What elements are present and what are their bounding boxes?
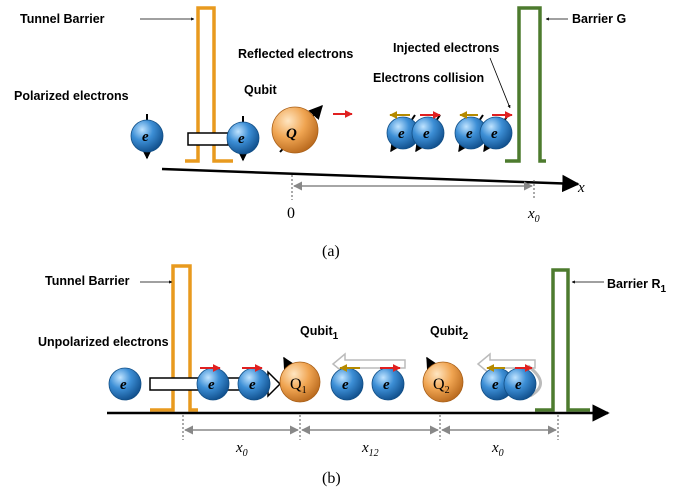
- electron-symbol: e: [208, 377, 215, 393]
- subscript: 0: [535, 214, 540, 225]
- subscript: 0: [243, 448, 248, 459]
- label: Injected electrons: [393, 41, 499, 55]
- label: Qubit2: [430, 324, 469, 342]
- barrier-r-shape: [535, 270, 590, 410]
- label: Electrons collision: [373, 71, 484, 85]
- axis-label: x: [577, 180, 585, 196]
- distance-label: x0: [527, 206, 540, 225]
- electron-symbol: e: [342, 377, 349, 393]
- subscript: 2: [445, 385, 450, 396]
- label: Reflected electrons: [238, 47, 353, 61]
- electron-symbol: e: [491, 126, 498, 142]
- label: Qubit: [244, 83, 277, 97]
- text: Q: [290, 376, 302, 393]
- qubit-symbol: Q: [286, 126, 297, 142]
- channel: [188, 133, 228, 145]
- text: Qubit: [430, 324, 463, 338]
- distance-label: x0: [235, 440, 248, 459]
- distance-label: x12: [361, 440, 379, 459]
- label: Barrier G: [572, 12, 626, 26]
- electron-symbol: e: [515, 377, 522, 393]
- electron-symbol: e: [120, 377, 127, 393]
- electron-symbol: e: [466, 126, 473, 142]
- subscript: 2: [463, 331, 469, 342]
- caption: (b): [322, 470, 341, 487]
- label: Barrier R1: [607, 277, 667, 295]
- label: Tunnel Barrier: [20, 12, 105, 26]
- label: Tunnel Barrier: [45, 274, 130, 288]
- panel-a: Tunnel Barrier Barrier G Reflected elect…: [14, 8, 626, 260]
- electron-symbol: e: [142, 129, 149, 145]
- electron-symbol: e: [492, 377, 499, 393]
- x-axis: [162, 169, 578, 184]
- text: Barrier R: [607, 277, 661, 291]
- subscript: 1: [302, 385, 307, 396]
- subscript: 0: [499, 448, 504, 459]
- text: Q: [433, 376, 445, 393]
- text: Qubit: [300, 324, 333, 338]
- electron-symbol: e: [383, 377, 390, 393]
- electron-symbol: e: [398, 126, 405, 142]
- panel-b: Tunnel Barrier Barrier R1 Unpolarized el…: [38, 266, 667, 487]
- electron-symbol: e: [423, 126, 430, 142]
- label: Unpolarized electrons: [38, 335, 169, 349]
- label: Qubit1: [300, 324, 339, 342]
- electron-symbol: e: [249, 377, 256, 393]
- electron-symbol: e: [238, 131, 245, 147]
- subscript: 1: [661, 284, 667, 295]
- subscript: 1: [333, 331, 339, 342]
- subscript: 12: [369, 448, 379, 459]
- distance-label: x0: [491, 440, 504, 459]
- label: Polarized electrons: [14, 89, 129, 103]
- figure: Tunnel Barrier Barrier G Reflected elect…: [0, 0, 681, 490]
- tick-label: 0: [287, 205, 295, 222]
- pointer: [490, 58, 510, 108]
- caption: (a): [322, 243, 340, 260]
